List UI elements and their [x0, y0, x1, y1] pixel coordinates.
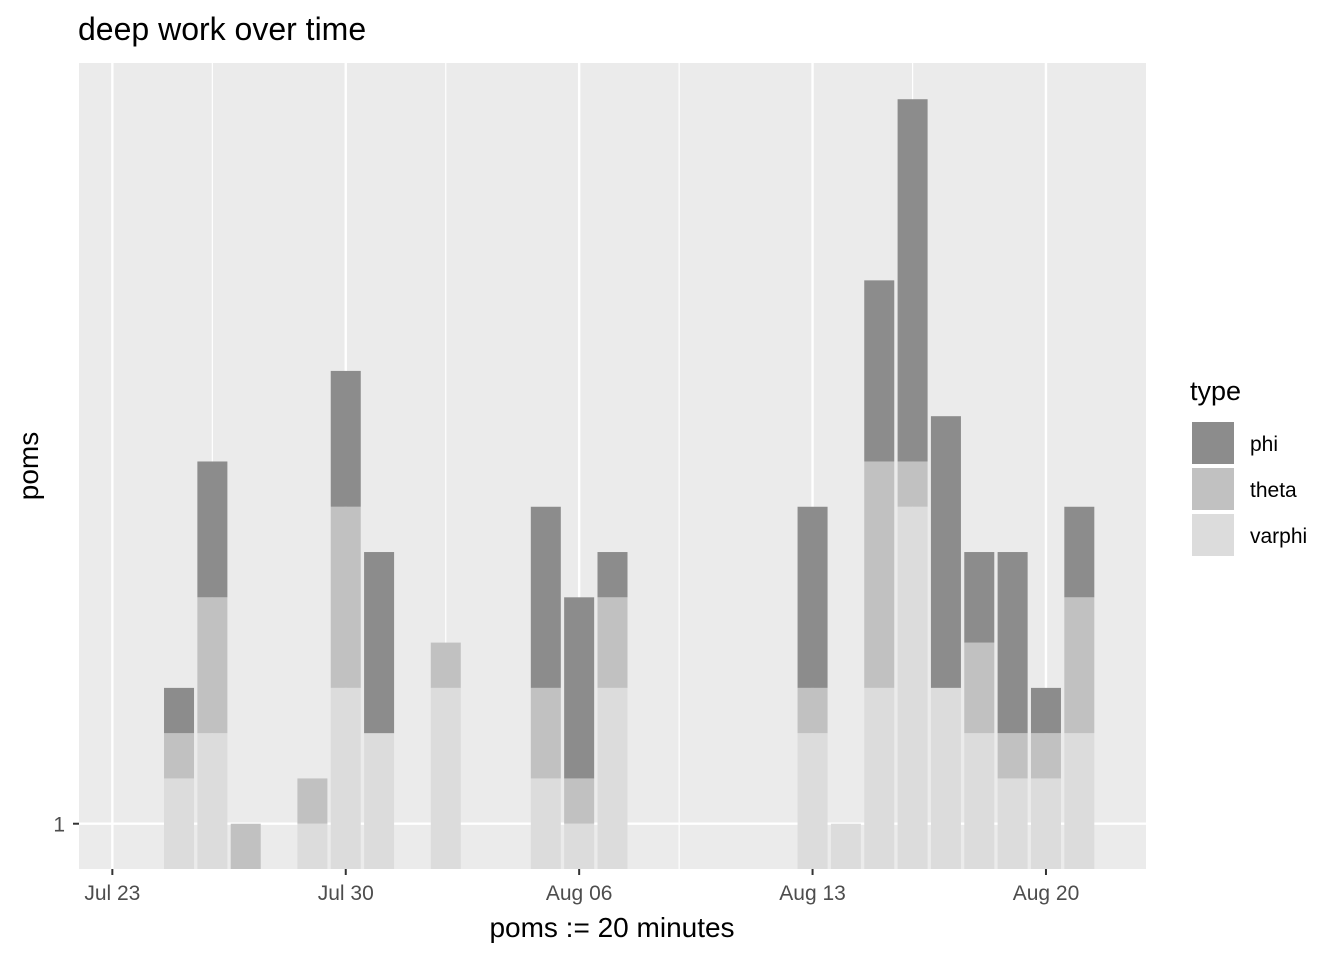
- bar-segment-phi: [797, 506, 828, 688]
- bar-segment-theta: [330, 506, 361, 688]
- legend-label-varphi: varphi: [1250, 525, 1307, 548]
- legend-label-theta: theta: [1250, 479, 1297, 502]
- bar-segment-phi: [197, 461, 228, 598]
- bar-segment-varphi: [164, 778, 195, 869]
- bar-segment-varphi: [597, 687, 628, 869]
- bar-segment-phi: [597, 552, 628, 598]
- bar-segment-theta: [530, 687, 561, 779]
- bar-segment-varphi: [1030, 778, 1061, 869]
- bar-segment-theta: [197, 597, 228, 734]
- x-tick-label: Aug 06: [546, 882, 613, 905]
- y-axis-title: poms: [13, 432, 44, 500]
- x-tick-label: Jul 30: [318, 882, 374, 905]
- bar-segment-theta: [597, 597, 628, 688]
- bar-segment-phi: [364, 552, 395, 734]
- bar-segment-theta: [1064, 597, 1095, 734]
- bar-segment-varphi: [430, 687, 461, 869]
- legend-title: type: [1190, 376, 1241, 406]
- bar-segment-phi: [997, 552, 1028, 734]
- bar-segment-theta: [230, 823, 261, 869]
- bar-segment-phi: [1064, 506, 1095, 598]
- bar-segment-varphi: [830, 823, 861, 869]
- bar-segment-phi: [530, 506, 561, 688]
- bar-segment-theta: [1030, 733, 1061, 779]
- bar-segment-phi: [897, 99, 928, 462]
- bar-segment-theta: [564, 778, 595, 824]
- bar-segment-varphi: [330, 687, 361, 869]
- bar-segment-theta: [797, 687, 828, 734]
- bar-segment-theta: [164, 733, 195, 779]
- bar-segment-theta: [897, 461, 928, 507]
- bar-segment-varphi: [897, 506, 928, 869]
- bar-segment-phi: [330, 370, 361, 507]
- legend-key-theta: [1192, 468, 1234, 510]
- x-tick-label: Jul 23: [84, 882, 140, 905]
- bar-segment-phi: [964, 552, 995, 643]
- bar-segment-varphi: [564, 823, 595, 869]
- bar-segment-theta: [297, 778, 328, 824]
- legend-label-phi: phi: [1250, 433, 1278, 456]
- legend-key-phi: [1192, 422, 1234, 464]
- bar-segment-theta: [997, 733, 1028, 779]
- bars: [164, 99, 1095, 869]
- bar-segment-theta: [864, 461, 895, 688]
- chart-title: deep work over time: [78, 11, 366, 47]
- bar-segment-varphi: [997, 778, 1028, 869]
- bar-segment-varphi: [530, 778, 561, 869]
- legend-key-varphi: [1192, 514, 1234, 556]
- y-tick-label: 1: [53, 814, 65, 837]
- x-tick-label: Aug 20: [1013, 882, 1080, 905]
- bar-segment-phi: [1030, 687, 1061, 734]
- bar-segment-theta: [430, 642, 461, 688]
- bar-segment-varphi: [797, 733, 828, 869]
- legend: type phi theta varphi: [1190, 376, 1307, 556]
- bar-segment-varphi: [1064, 733, 1095, 869]
- bar-segment-varphi: [930, 687, 961, 869]
- bar-segment-theta: [964, 642, 995, 734]
- bar-segment-varphi: [964, 733, 995, 869]
- bar-segment-varphi: [364, 733, 395, 869]
- bar-segment-phi: [864, 280, 895, 462]
- bar-segment-varphi: [197, 733, 228, 869]
- bar-segment-phi: [564, 597, 595, 779]
- bar-segment-phi: [930, 416, 961, 688]
- bar-segment-varphi: [297, 823, 328, 869]
- bar-segment-varphi: [864, 687, 895, 869]
- bar-segment-phi: [164, 687, 195, 734]
- axes: Jul 23 Jul 30 Aug 06 Aug 13 Aug 20 1: [53, 814, 1079, 905]
- x-axis-title: poms := 20 minutes: [489, 912, 734, 943]
- x-tick-label: Aug 13: [779, 882, 846, 905]
